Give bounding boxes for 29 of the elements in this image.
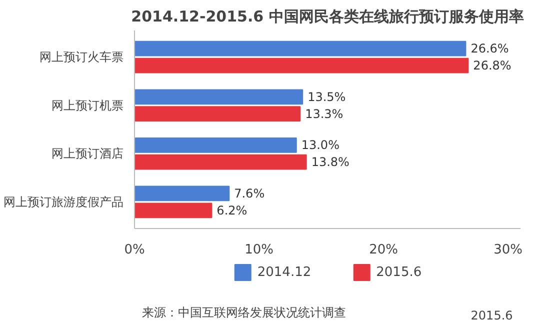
y-tick-label: 网上预订机票 — [52, 98, 124, 112]
x-tick-label: 0% — [124, 242, 145, 258]
source-note: 来源：中国互联网络发展状况统计调查 — [142, 305, 346, 320]
y-tick-label: 网上预订火车票 — [40, 50, 124, 64]
legend-label: 2014.12 — [257, 264, 312, 280]
data-label: 6.2% — [216, 203, 248, 218]
text: 2015.6 — [470, 308, 513, 322]
x-tick-label: 30% — [494, 242, 523, 258]
chart-title: 2014.12-2015.6 中国网民各类在线旅行预订服务使用率 — [131, 8, 524, 26]
y-tick-label: 网上预订酒店 — [52, 146, 124, 161]
legend-label: 2015.6 — [376, 264, 422, 280]
bar — [134, 202, 212, 218]
bar — [134, 154, 307, 170]
data-label: 13.5% — [308, 90, 346, 104]
data-label: 13.0% — [301, 138, 340, 152]
data-label: 7.6% — [234, 186, 265, 200]
y-tick-label: 网上预订旅游度假产品 — [4, 194, 124, 209]
bar — [134, 58, 469, 74]
data-label: 13.3% — [305, 106, 344, 121]
data-label: 13.8% — [311, 155, 350, 170]
bar — [134, 138, 297, 153]
x-tick-label: 10% — [244, 242, 274, 258]
bar — [134, 40, 466, 56]
data-label: 26.8% — [473, 58, 512, 73]
x-tick-label: 20% — [369, 242, 398, 258]
bar — [134, 186, 230, 202]
bar — [134, 106, 301, 122]
bar — [134, 89, 304, 105]
data-label: 26.6% — [470, 42, 509, 56]
